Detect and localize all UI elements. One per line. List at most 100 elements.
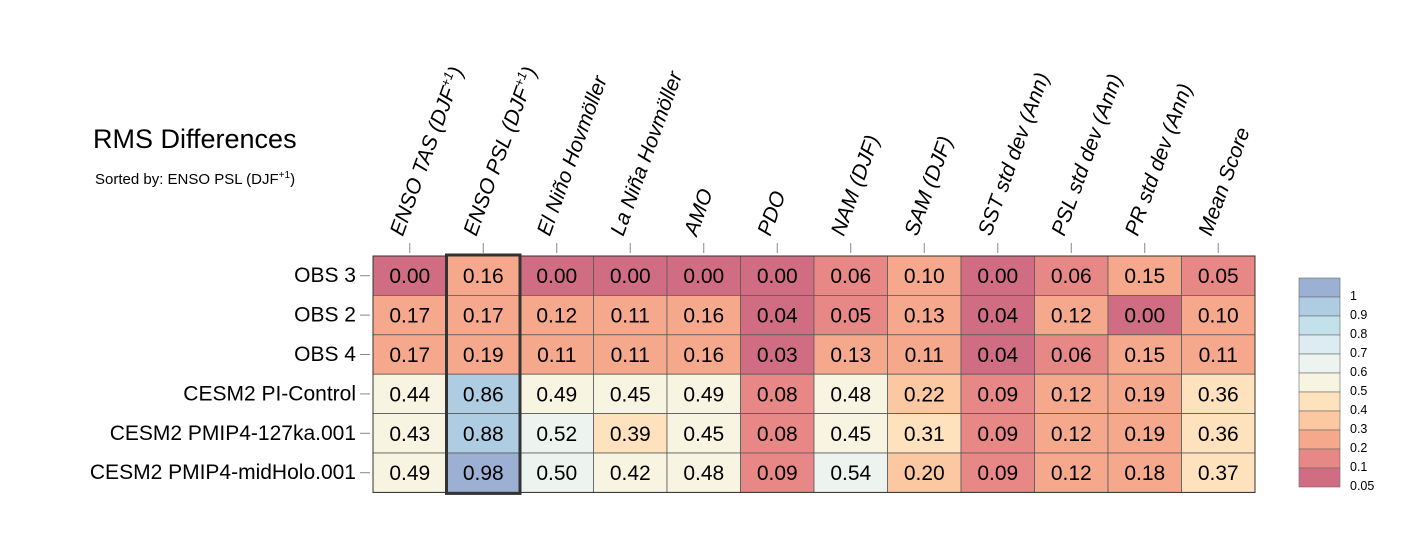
colorbar-label: 0.3 (1350, 422, 1367, 436)
cell-value: 0.00 (757, 265, 798, 288)
column-label-text: SST std dev (Ann) (974, 70, 1054, 239)
column-label-text: PR std dev (Ann) (1121, 81, 1197, 239)
heatmap-cell (960, 334, 1035, 375)
cell-value: 0.49 (683, 383, 724, 406)
cell-value: 0.45 (830, 423, 871, 446)
row-label: OBS 2 (294, 304, 356, 327)
heatmap-cell (446, 334, 521, 375)
heatmap-cell (1107, 373, 1182, 415)
heatmap-cell (740, 334, 815, 375)
cell-value: 0.54 (830, 462, 871, 485)
cell-value: 0.09 (977, 423, 1018, 446)
colorbar-segment (1298, 467, 1341, 488)
row-label: OBS 3 (294, 264, 356, 287)
cell-value: 0.86 (463, 383, 504, 406)
cell-value: 0.04 (977, 305, 1018, 328)
column-label-text: PSL std dev (Ann) (1047, 71, 1127, 239)
cell-value: 0.16 (683, 344, 724, 367)
cell-value: 0.48 (683, 462, 724, 485)
heatmap-cell (1181, 452, 1256, 493)
cell-value: 0.06 (830, 265, 871, 288)
subtitle-prefix: Sorted by: ENSO PSL (DJF (95, 171, 279, 188)
column-label-text: El Niño Hovmöller (533, 72, 612, 239)
cell-value: 0.06 (1051, 344, 1092, 367)
heatmap-cell (666, 452, 741, 493)
heatmap-cell (446, 413, 521, 454)
colorbar-label: 0.1 (1350, 460, 1367, 474)
heatmap-cell (372, 255, 447, 296)
cell-value: 0.13 (830, 344, 871, 367)
chart-subtitle: Sorted by: ENSO PSL (DJF+1) (95, 170, 295, 188)
cell-value: 0.08 (757, 383, 798, 406)
cell-value: 0.31 (904, 423, 945, 446)
colorbar-segment (1298, 372, 1341, 393)
cell-value: 0.04 (757, 305, 798, 328)
colorbar-label: 0.6 (1350, 365, 1367, 379)
heatmap-cell (1034, 334, 1109, 375)
cell-value: 0.11 (611, 344, 650, 367)
colorbar-segment (1298, 410, 1341, 431)
cell-value: 0.00 (536, 265, 577, 288)
colorbar-label: 0.5 (1350, 384, 1367, 398)
column-label: PSL std dev (Ann) (1047, 71, 1127, 239)
row-label: CESM2 PMIP4-midHolo.001 (90, 461, 356, 484)
heatmap-cell (1107, 334, 1182, 375)
cell-value: 0.05 (1198, 265, 1239, 288)
cell-value: 0.19 (1124, 423, 1165, 446)
heatmap-cell (887, 255, 962, 296)
column-label-text: ENSO TAS (DJF (386, 83, 461, 239)
column-label: ENSO PSL (DJF+1) (457, 63, 541, 239)
heatmap-cell (1107, 413, 1182, 454)
row-label: CESM2 PMIP4-127ka.001 (110, 422, 356, 445)
cell-value: 0.04 (977, 344, 1018, 367)
cell-value: 0.08 (757, 423, 798, 446)
cell-value: 0.39 (610, 423, 651, 446)
chart-title: RMS Differences (93, 124, 297, 154)
colorbar-segment (1298, 296, 1341, 317)
column-label: AMO (679, 186, 718, 241)
heatmap-cell (593, 452, 668, 493)
colorbar-segment (1298, 448, 1341, 469)
cell-value: 0.11 (611, 305, 650, 328)
column-label: PR std dev (Ann) (1121, 81, 1197, 239)
colorbar-label: 0.05 (1350, 479, 1374, 493)
cell-value: 0.10 (1198, 305, 1239, 328)
cell-value: 0.09 (977, 462, 1018, 485)
row-label: CESM2 PI-Control (183, 382, 356, 405)
heatmap-cell (1034, 255, 1109, 296)
cell-value: 0.12 (536, 305, 577, 328)
heatmap-cell (372, 294, 447, 336)
cell-value: 0.17 (389, 305, 430, 328)
cell-value: 0.00 (1124, 305, 1165, 328)
heatmap-cell (593, 334, 668, 375)
heatmap-cell (887, 452, 962, 493)
colorbar-segment (1298, 353, 1341, 374)
colorbar-segment (1298, 334, 1341, 355)
colorbar-label: 0.4 (1350, 403, 1367, 417)
cell-value: 0.36 (1198, 423, 1239, 446)
cell-value: 0.11 (1199, 344, 1238, 367)
cell-value: 0.18 (1124, 462, 1165, 485)
heatmap-cell (593, 413, 668, 454)
cell-value: 0.45 (683, 423, 724, 446)
cell-value: 0.42 (610, 462, 651, 485)
cell-value: 0.17 (463, 305, 504, 328)
heatmap-cell (1034, 452, 1109, 493)
cell-value: 0.43 (389, 423, 430, 446)
column-label: El Niño Hovmöller (533, 72, 612, 239)
cell-value: 0.09 (757, 462, 798, 485)
cell-value: 0.10 (904, 265, 945, 288)
colorbar-label: 1 (1350, 289, 1357, 303)
colorbar-segment (1298, 391, 1341, 412)
column-label: La Niña Hovmöller (606, 68, 687, 239)
colorbar-label: 0.7 (1350, 346, 1367, 360)
colorbar-segment (1298, 277, 1341, 298)
subtitle-suffix: ) (290, 171, 296, 188)
colorbar-segment (1298, 315, 1341, 336)
cell-value: 0.19 (463, 344, 504, 367)
column-label-text: Mean Score (1194, 124, 1254, 238)
cell-value: 0.00 (389, 265, 430, 288)
cell-value: 0.15 (1124, 344, 1165, 367)
heatmap-cell (813, 413, 888, 454)
